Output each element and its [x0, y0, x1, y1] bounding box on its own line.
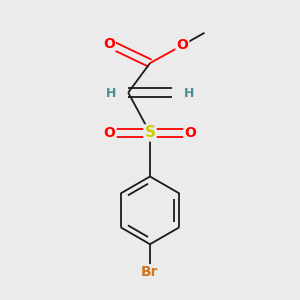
Text: S: S — [145, 125, 155, 140]
Text: Br: Br — [141, 265, 159, 279]
Text: H: H — [106, 87, 117, 100]
Text: O: O — [176, 38, 188, 52]
Text: O: O — [184, 126, 196, 140]
Text: O: O — [103, 37, 115, 51]
Text: H: H — [183, 87, 194, 100]
Text: O: O — [104, 126, 116, 140]
